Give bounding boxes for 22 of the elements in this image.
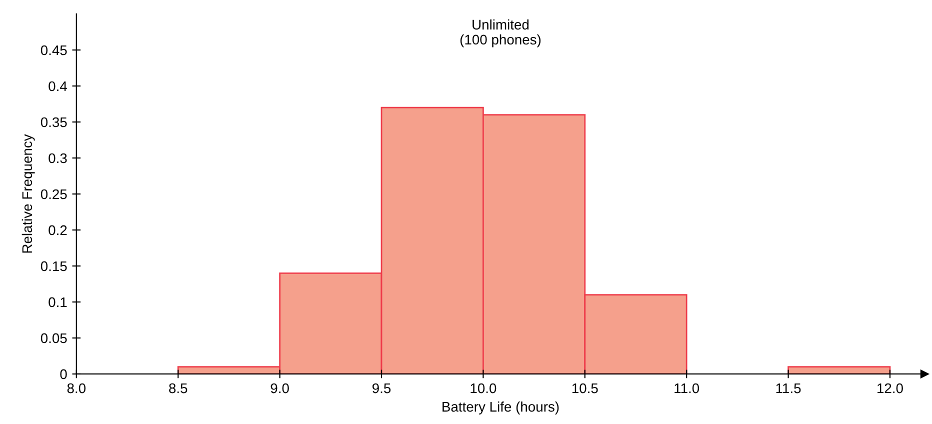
x-tick-label: 8.5 (169, 383, 188, 394)
y-tick-label: 0 (60, 369, 67, 380)
y-tick-label: 0.1 (48, 297, 67, 308)
y-tick-label: 0.35 (40, 117, 67, 128)
x-tick-label: 10.0 (470, 383, 496, 394)
x-tick-label: 10.5 (572, 383, 598, 394)
x-axis-title: Battery Life (hours) (442, 402, 559, 414)
y-tick-label: 0.15 (40, 261, 67, 272)
y-tick-label: 0.4 (48, 81, 67, 92)
y-tick-label: 0.05 (40, 333, 67, 344)
x-tick-label: 12.0 (878, 383, 903, 394)
y-tick-label: 0.2 (48, 225, 67, 236)
y-tick-label: 0.45 (40, 45, 67, 56)
y-tick-label: 0.25 (40, 189, 67, 200)
y-tick-label: 0.3 (48, 153, 67, 164)
y-axis-title: Relative Frequency (22, 134, 35, 253)
x-tick-label: 11.5 (776, 384, 801, 394)
x-tick-label: 9.5 (372, 383, 391, 394)
x-tick-label: 9.0 (270, 383, 289, 394)
x-tick-label: 11.0 (674, 383, 700, 394)
x-tick-label: 8.0 (67, 383, 86, 394)
text: Unlimited (100 phones) (460, 19, 541, 48)
